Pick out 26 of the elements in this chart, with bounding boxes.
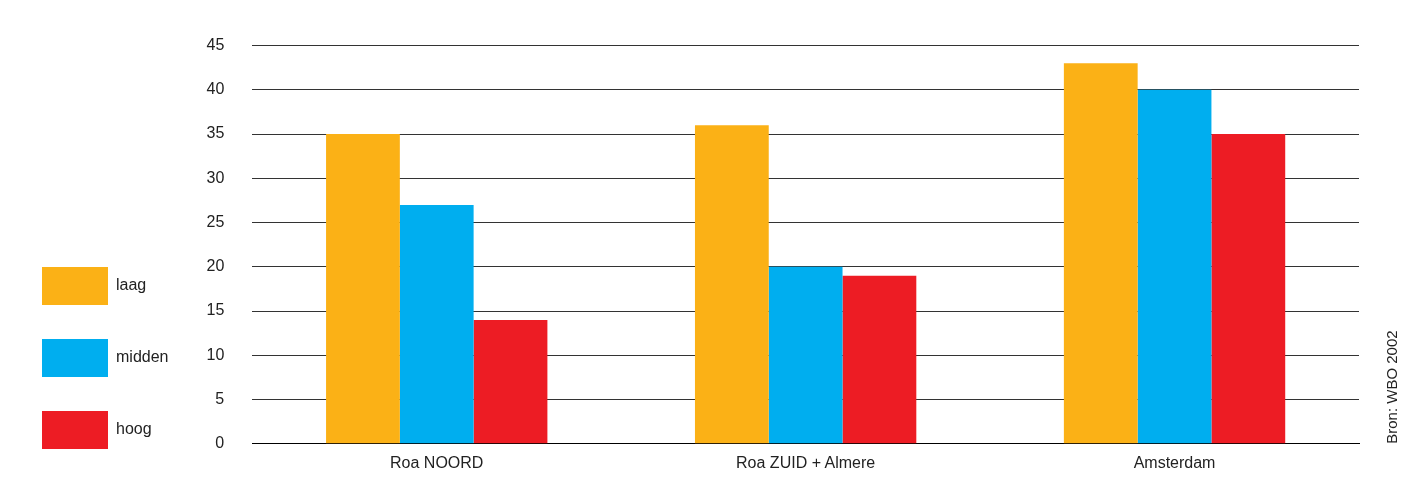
y-tick-label: 10 xyxy=(206,345,225,363)
bar xyxy=(1211,134,1286,444)
x-tick-label: Roa ZUID + Almere xyxy=(736,453,876,471)
legend-label: midden xyxy=(116,348,169,366)
y-tick-label: 30 xyxy=(206,168,225,186)
bar xyxy=(694,125,769,444)
y-tick-label: 45 xyxy=(206,36,225,54)
bar xyxy=(842,275,917,444)
y-tick-label: 15 xyxy=(206,301,225,319)
y-tick-label: 35 xyxy=(206,124,225,142)
bar xyxy=(768,266,843,444)
text: Bron: WBO 2002 xyxy=(1383,330,1401,444)
y-tick-label: 25 xyxy=(206,212,225,230)
x-tick-label: Roa NOORD xyxy=(390,453,484,471)
x-tick-label: Amsterdam xyxy=(1133,453,1216,471)
bar xyxy=(473,319,548,444)
y-tick-label: 5 xyxy=(215,389,225,407)
legend-label: hoog xyxy=(116,420,152,438)
legend-label: laag xyxy=(116,276,147,294)
y-tick-label: 20 xyxy=(206,257,225,275)
y-tick-label: 40 xyxy=(206,80,225,98)
bar xyxy=(1137,89,1212,444)
bar xyxy=(326,134,400,444)
y-tick-label: 0 xyxy=(215,434,225,452)
bar xyxy=(1063,63,1138,444)
bar xyxy=(399,204,474,444)
